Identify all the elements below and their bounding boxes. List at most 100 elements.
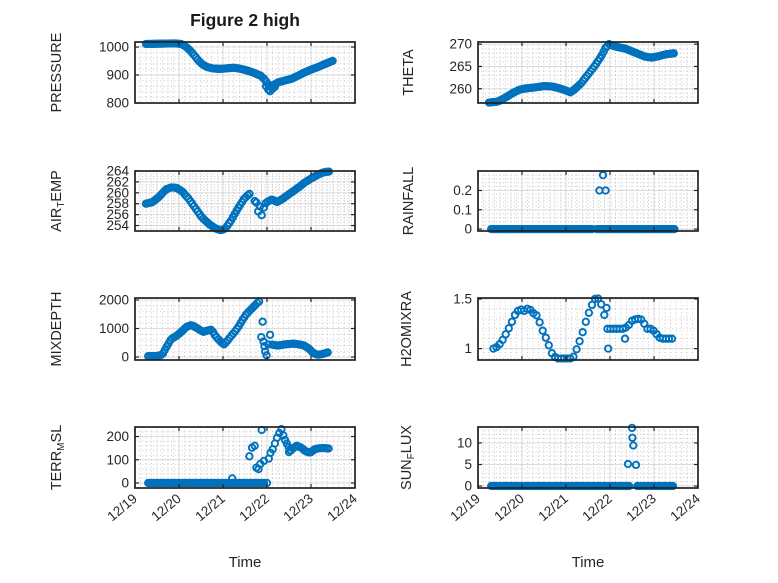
y-tick-label: 800 bbox=[106, 96, 129, 111]
data-marker bbox=[328, 56, 337, 66]
axes-frame bbox=[134, 41, 356, 104]
y-axis-label-rainfall: RAINFALL bbox=[401, 167, 417, 236]
data-marker bbox=[664, 334, 674, 343]
data-marker bbox=[245, 189, 254, 199]
data-marker bbox=[623, 459, 633, 469]
y-tick-label: 10 bbox=[457, 435, 472, 450]
y-tick-label: 258 bbox=[106, 196, 129, 211]
data-marker bbox=[625, 481, 634, 491]
data-marker bbox=[538, 326, 547, 335]
axes-frame bbox=[477, 297, 699, 361]
data-marker bbox=[629, 441, 638, 450]
y-tick-label: 262 bbox=[106, 174, 129, 189]
data-marker bbox=[590, 294, 600, 304]
data-marker bbox=[504, 324, 513, 333]
y-tick-label: 1000 bbox=[99, 321, 129, 336]
data-marker bbox=[259, 203, 269, 212]
axes-frame bbox=[134, 170, 356, 232]
data-marker bbox=[598, 170, 608, 180]
y-tick-label: 5 bbox=[464, 457, 472, 472]
data-marker bbox=[544, 341, 553, 350]
data-marker bbox=[265, 330, 275, 339]
y-tick-label: 2000 bbox=[99, 292, 129, 307]
x-axis-label-left: Time bbox=[229, 554, 262, 571]
data-marker bbox=[601, 186, 610, 195]
axes-background bbox=[135, 427, 355, 488]
data-marker bbox=[257, 211, 266, 220]
x-axis-label-right: Time bbox=[572, 554, 605, 571]
axes-frame bbox=[477, 426, 699, 489]
data-marker bbox=[581, 317, 590, 326]
data-marker bbox=[631, 460, 641, 470]
data-marker bbox=[575, 337, 584, 346]
data-marker bbox=[604, 344, 613, 353]
data-marker bbox=[535, 318, 544, 327]
data-marker bbox=[245, 452, 254, 461]
data-marker bbox=[501, 330, 510, 339]
y-tick-label: 264 bbox=[106, 164, 129, 179]
y-tick-label: 100 bbox=[106, 452, 129, 467]
y-tick-label: 254 bbox=[106, 218, 129, 233]
y-axis-label-theta: THETA bbox=[401, 49, 417, 96]
y-tick-label: 260 bbox=[106, 185, 129, 200]
y-tick-label: 1 bbox=[464, 341, 472, 356]
subplot-h2omixra: 11.5 bbox=[453, 291, 699, 363]
axes-frame bbox=[477, 170, 699, 232]
data-marker bbox=[228, 474, 237, 483]
data-marker bbox=[620, 334, 630, 343]
y-tick-label: 270 bbox=[449, 37, 472, 52]
figure-title: Figure 2 high bbox=[190, 10, 300, 30]
y-tick-label: 0 bbox=[121, 350, 129, 365]
data-marker bbox=[572, 345, 581, 354]
data-marker bbox=[669, 49, 678, 58]
y-tick-label: 260 bbox=[449, 81, 472, 96]
axes-frame bbox=[134, 426, 356, 489]
data-marker bbox=[258, 317, 267, 326]
data-marker bbox=[532, 311, 541, 320]
y-axis-label-h2omixra: H2OMIXRA bbox=[399, 291, 415, 367]
data-marker bbox=[323, 348, 332, 357]
data-marker bbox=[279, 431, 288, 440]
axes-background bbox=[478, 171, 698, 231]
subplot-rainfall: 0 0.1 0.2 bbox=[453, 170, 699, 237]
data-marker bbox=[250, 441, 259, 450]
data-marker bbox=[324, 444, 333, 453]
y-axis-label-terr-msl: TERRMSL bbox=[49, 425, 67, 491]
data-marker bbox=[667, 334, 677, 343]
subplot-mixdepth: 0 1000 2000 bbox=[99, 292, 356, 365]
y-tick-label: 0.1 bbox=[453, 202, 472, 217]
y-axis-label-air-temp: AIRTEMP bbox=[49, 170, 67, 232]
y-axis-label-mixdepth: MIXDEPTH bbox=[49, 292, 65, 367]
subplot-pressure: 800 900 1000 bbox=[99, 39, 356, 111]
y-tick-label: 1000 bbox=[99, 40, 129, 55]
data-marker bbox=[628, 433, 637, 442]
y-tick-label: 0 bbox=[464, 479, 472, 494]
axes-frame bbox=[477, 41, 699, 104]
data-marker bbox=[270, 82, 280, 91]
y-tick-label: 1.5 bbox=[453, 291, 472, 306]
y-tick-label: 265 bbox=[449, 59, 472, 74]
y-tick-label: 256 bbox=[106, 207, 129, 222]
data-marker bbox=[584, 308, 594, 317]
data-marker bbox=[541, 333, 550, 342]
axes-background bbox=[478, 427, 698, 488]
data-marker bbox=[250, 196, 259, 206]
y-tick-label: 0.2 bbox=[453, 183, 472, 198]
data-marker bbox=[507, 317, 517, 326]
data-marker bbox=[259, 478, 269, 488]
data-marker bbox=[627, 423, 637, 433]
y-axis-label-sun-flux: SUNFLUX bbox=[399, 425, 417, 490]
data-marker bbox=[600, 310, 609, 320]
y-axis-label-pressure: PRESSURE bbox=[49, 32, 65, 112]
data-marker bbox=[578, 328, 587, 337]
data-marker bbox=[670, 224, 679, 234]
axes-background bbox=[135, 298, 355, 360]
y-tick-label: 900 bbox=[106, 68, 129, 83]
data-marker bbox=[668, 481, 678, 491]
axes-background bbox=[478, 298, 698, 360]
subplot-theta: 260 265 270 bbox=[449, 37, 699, 107]
y-tick-label: 0 bbox=[121, 476, 129, 491]
